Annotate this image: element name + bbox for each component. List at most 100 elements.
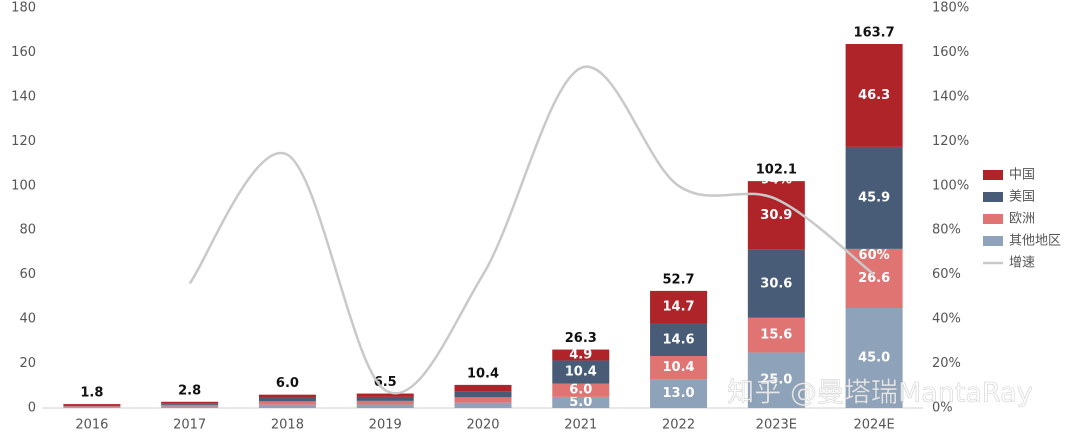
- y-tick-label: 80: [19, 223, 36, 238]
- segment-label: 30.6: [760, 276, 792, 291]
- x-tick-label: 2020: [466, 418, 499, 433]
- y2-tick-label: 40%: [932, 312, 961, 327]
- bar-segment: [454, 397, 512, 403]
- x-tick-label: 2022: [662, 418, 695, 433]
- legend-swatch: [983, 192, 1003, 202]
- x-tick-label: 2018: [271, 418, 304, 433]
- bar-segment: [552, 396, 610, 408]
- bar-segment: [552, 383, 610, 397]
- y2-tick-label: 20%: [932, 356, 961, 371]
- total-label: 1.8: [80, 386, 103, 401]
- legend-label: 增速: [1009, 256, 1035, 271]
- bar-segment: [356, 400, 414, 405]
- legend-swatch: [983, 170, 1003, 180]
- legend-swatch: [983, 214, 1003, 224]
- growth-label: 94%: [761, 173, 792, 188]
- y2-tick-label: 140%: [932, 89, 969, 104]
- bar-segment: [258, 401, 316, 405]
- bar-segment: [747, 181, 805, 250]
- x-tick-label: 2016: [75, 418, 108, 433]
- total-label: 163.7: [854, 26, 895, 41]
- bar-segment: [552, 349, 610, 361]
- bar-segment: [258, 394, 316, 398]
- bar-segment: [650, 290, 708, 324]
- segment-label: 5.0: [569, 395, 592, 410]
- bar-segment: [845, 146, 903, 249]
- segment-label: 10.4: [663, 360, 695, 375]
- bar-segment: [650, 356, 708, 380]
- x-tick-label: 2023E: [756, 418, 797, 433]
- segment-label: 13.0: [663, 386, 695, 401]
- total-label: 6.0: [276, 376, 299, 391]
- bar-segment: [552, 360, 610, 384]
- x-tick-label: 2019: [369, 418, 402, 433]
- y-tick-label: 0: [28, 401, 36, 416]
- y-tick-label: 100: [11, 178, 36, 193]
- total-label: 10.4: [467, 366, 499, 381]
- legend-swatch: [983, 236, 1003, 246]
- y2-tick-label: 160%: [932, 45, 969, 60]
- segment-label: 45.0: [858, 351, 890, 366]
- total-label: 52.7: [663, 272, 695, 287]
- bar-segment: [63, 404, 121, 407]
- x-tick-label: 2017: [173, 418, 206, 433]
- total-label: 2.8: [178, 383, 201, 398]
- y-tick-label: 40: [19, 312, 36, 327]
- bar-segment: [356, 396, 414, 401]
- bar-segment: [747, 317, 805, 353]
- growth-label: 60%: [859, 248, 890, 263]
- segment-label: 46.3: [858, 88, 890, 103]
- bar-segment: [747, 249, 805, 318]
- y2-tick-label: 0%: [932, 401, 953, 416]
- y2-tick-label: 100%: [932, 178, 969, 193]
- y-tick-label: 180: [11, 1, 36, 16]
- bar-segment: [356, 404, 414, 408]
- y2-tick-label: 80%: [932, 223, 961, 238]
- segment-label: 25.0: [760, 373, 792, 388]
- y-tick-label: 160: [11, 45, 36, 60]
- y-tick-label: 20: [19, 356, 36, 371]
- y2-tick-label: 60%: [932, 267, 961, 282]
- segment-label: 14.6: [663, 332, 695, 347]
- total-label: 26.3: [565, 331, 597, 346]
- legend-label: 美国: [1009, 190, 1035, 205]
- bar-segment: [454, 384, 512, 392]
- bar-segment: [161, 403, 219, 405]
- bar-segment: [747, 352, 805, 408]
- y2-tick-label: 120%: [932, 134, 969, 149]
- segment-label: 6.0: [569, 383, 592, 398]
- bar-segment: [258, 397, 316, 402]
- y2-tick-label: 180%: [932, 1, 969, 16]
- x-tick-label: 2021: [564, 418, 597, 433]
- growth-line: [188, 65, 875, 395]
- bar-segment: [845, 44, 903, 147]
- total-label: 102.1: [756, 163, 797, 178]
- segment-label: 30.9: [760, 208, 792, 223]
- legend-label: 其他地区: [1009, 234, 1061, 249]
- bar-segment: [161, 406, 219, 408]
- bar-segment: [845, 308, 903, 408]
- bar-segment: [63, 407, 121, 408]
- bar-segment: [161, 401, 219, 404]
- legend-label: 欧洲: [1009, 212, 1035, 227]
- y-tick-label: 120: [11, 134, 36, 149]
- bar-segment: [650, 323, 708, 356]
- bar-segment: [454, 402, 512, 408]
- bar-segment: [258, 404, 316, 408]
- bar-segment: [63, 406, 121, 408]
- segment-label: 14.7: [663, 300, 695, 315]
- y-tick-label: 140: [11, 89, 36, 104]
- segment-label: 45.9: [858, 190, 890, 205]
- y-tick-label: 60: [19, 267, 36, 282]
- segment-label: 4.9: [569, 348, 592, 363]
- bar-segment: [650, 379, 708, 408]
- segment-label: 10.4: [565, 365, 597, 380]
- bar-segment: [454, 391, 512, 398]
- bar-segment: [356, 393, 414, 397]
- watermark: 知乎 @曼塔瑞MantaRay: [727, 378, 1032, 409]
- segment-label: 26.6: [858, 271, 890, 286]
- bar-segment: [63, 404, 121, 405]
- bar-segment: [161, 404, 219, 407]
